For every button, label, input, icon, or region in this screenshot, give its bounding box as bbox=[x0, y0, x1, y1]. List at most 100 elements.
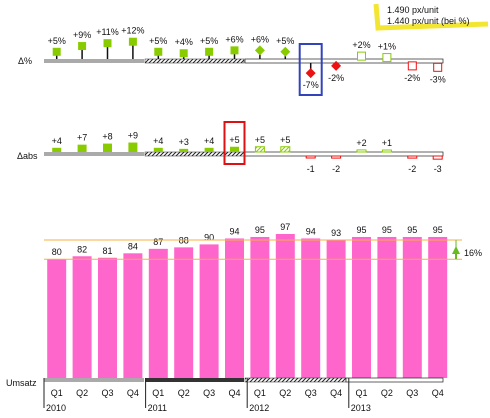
trend-arrow-stem bbox=[455, 253, 457, 259]
axis-segment-2010 bbox=[44, 378, 144, 382]
abs-delta-label: -3 bbox=[434, 164, 442, 174]
revenue-value-label: 97 bbox=[280, 222, 290, 232]
abs-delta-bar bbox=[103, 143, 112, 152]
x-tick-label: Q1 bbox=[254, 388, 266, 398]
pct-marker-square bbox=[103, 39, 112, 48]
pct-delta-label: -2% bbox=[404, 73, 420, 83]
abs-delta-label: +5 bbox=[255, 135, 265, 145]
x-tick-label: Q3 bbox=[203, 388, 215, 398]
revenue-bar bbox=[402, 236, 422, 378]
revenue-value-label: 95 bbox=[356, 225, 366, 235]
abs-delta-bar bbox=[432, 155, 443, 160]
pct-marker-diamond bbox=[331, 60, 342, 71]
revenue-bar bbox=[123, 253, 143, 378]
x-tick-label: Q3 bbox=[305, 388, 317, 398]
x-tick-label: Q3 bbox=[101, 388, 113, 398]
pct-axis-2011 bbox=[144, 58, 245, 64]
abs-delta-label: +7 bbox=[77, 133, 87, 143]
revenue-bar bbox=[352, 236, 371, 378]
pct-marker-square bbox=[205, 47, 214, 56]
revenue-value-label: 90 bbox=[204, 232, 214, 242]
year-label: 2011 bbox=[148, 403, 167, 413]
year-label: 2012 bbox=[249, 403, 269, 413]
x-tick-label: Q4 bbox=[432, 388, 444, 398]
delta-abs-row: +4 +7 +8 +9 +4 +3 +4 +5 +5 +5 -1 -2 +2 +1 -2 -3 bbox=[44, 121, 444, 174]
axis-segment-2011 bbox=[145, 378, 244, 382]
year-label: 2013 bbox=[351, 403, 371, 413]
abs-delta-label: +4 bbox=[153, 136, 163, 146]
scale-note-line2: 1.440 px/unit (bei %) bbox=[387, 16, 470, 26]
revenue-value-label: 95 bbox=[407, 225, 417, 235]
pct-delta-label: +12% bbox=[121, 26, 144, 36]
pct-highlight-box bbox=[298, 43, 323, 96]
pct-delta-label: +4% bbox=[175, 37, 193, 47]
pct-axis-2010 bbox=[44, 59, 144, 63]
abs-delta-label: -2 bbox=[332, 164, 340, 174]
x-tick-label: Q1 bbox=[355, 388, 367, 398]
abs-delta-bar bbox=[204, 147, 214, 152]
revenue-bar bbox=[148, 248, 168, 378]
x-tick-label: Q4 bbox=[330, 388, 342, 398]
x-tick-label: Q3 bbox=[406, 388, 418, 398]
revenue-bar bbox=[174, 247, 194, 378]
pct-marker-square-hollow bbox=[382, 53, 392, 63]
pct-marker-diamond bbox=[280, 46, 291, 57]
delta-abs-row-label: Δabs bbox=[17, 151, 38, 161]
revenue-bar bbox=[428, 236, 448, 378]
x-tick-label: Q1 bbox=[51, 388, 63, 398]
pct-marker-square bbox=[230, 46, 239, 55]
revenue-value-label: 80 bbox=[52, 247, 62, 257]
x-tick-label: Q2 bbox=[381, 388, 393, 398]
x-tick-label: Q2 bbox=[279, 388, 291, 398]
trend-label: 16% bbox=[464, 248, 482, 258]
pct-delta-label: -3% bbox=[430, 74, 446, 84]
abs-axis-2010 bbox=[44, 152, 144, 156]
abs-delta-bar bbox=[52, 147, 62, 152]
pct-delta-label: +1% bbox=[378, 42, 396, 52]
note-highlight-stroke bbox=[373, 3, 489, 31]
revenue-value-label: 87 bbox=[153, 237, 163, 247]
abs-delta-label: +5 bbox=[229, 135, 239, 145]
pct-axis-2012-2013 bbox=[244, 58, 444, 64]
abs-axis-2012-2013 bbox=[244, 151, 444, 157]
abs-delta-bar bbox=[77, 144, 87, 152]
revenue-bar bbox=[326, 239, 346, 378]
abs-delta-bar bbox=[280, 146, 291, 153]
pct-marker-square bbox=[154, 47, 163, 56]
revenue-bar bbox=[47, 259, 67, 378]
revenue-bar bbox=[301, 238, 321, 378]
revenue-bar bbox=[199, 244, 219, 378]
abs-delta-bar bbox=[179, 148, 189, 152]
axis-segment-2013 bbox=[345, 377, 444, 383]
revenue-value-label: 93 bbox=[331, 228, 341, 238]
pct-delta-label: +2% bbox=[352, 40, 370, 50]
revenue-bar bbox=[98, 257, 117, 378]
pct-marker-square-hollow bbox=[407, 61, 417, 71]
pct-delta-label: +5% bbox=[48, 36, 66, 46]
abs-delta-label: +3 bbox=[179, 137, 189, 147]
x-tick-label: Q2 bbox=[178, 388, 190, 398]
x-axis-title: Umsatz bbox=[6, 378, 37, 388]
trend-indicator: 16% bbox=[452, 239, 482, 260]
delta-pct-row: +5% +9% +11% +12% +5% +4% +5% +6% +6% +5% -7% -2% +2… bbox=[44, 26, 446, 96]
pct-marker-diamond bbox=[254, 45, 265, 56]
revenue-value-label: 95 bbox=[255, 225, 265, 235]
revenue-value-label: 94 bbox=[229, 226, 239, 236]
abs-delta-bar bbox=[128, 142, 138, 152]
abs-delta-label: +5 bbox=[280, 135, 290, 145]
abs-delta-label: +1 bbox=[382, 138, 392, 148]
revenue-bar bbox=[275, 234, 295, 378]
x-axis: Q1 Q2 Q3 Q4 Q1 Q2 Q3 Q4 Q1 Q2 Q3 Q4 Q1 Q2 Q3 Q4 2010 2011… bbox=[43, 377, 444, 413]
abs-delta-bar bbox=[153, 147, 163, 152]
revenue-bar bbox=[72, 256, 92, 378]
revenue-bar bbox=[377, 236, 397, 378]
abs-delta-label: -1 bbox=[307, 164, 315, 174]
revenue-bar bbox=[250, 236, 270, 378]
abs-delta-bar bbox=[305, 155, 316, 159]
revenue-bar bbox=[225, 238, 244, 378]
abs-delta-bar bbox=[407, 155, 418, 159]
pct-marker-square-hollow bbox=[433, 62, 443, 72]
revenue-value-label: 81 bbox=[102, 246, 112, 256]
pct-delta-label: +11% bbox=[96, 27, 119, 37]
year-label: 2010 bbox=[46, 403, 66, 413]
